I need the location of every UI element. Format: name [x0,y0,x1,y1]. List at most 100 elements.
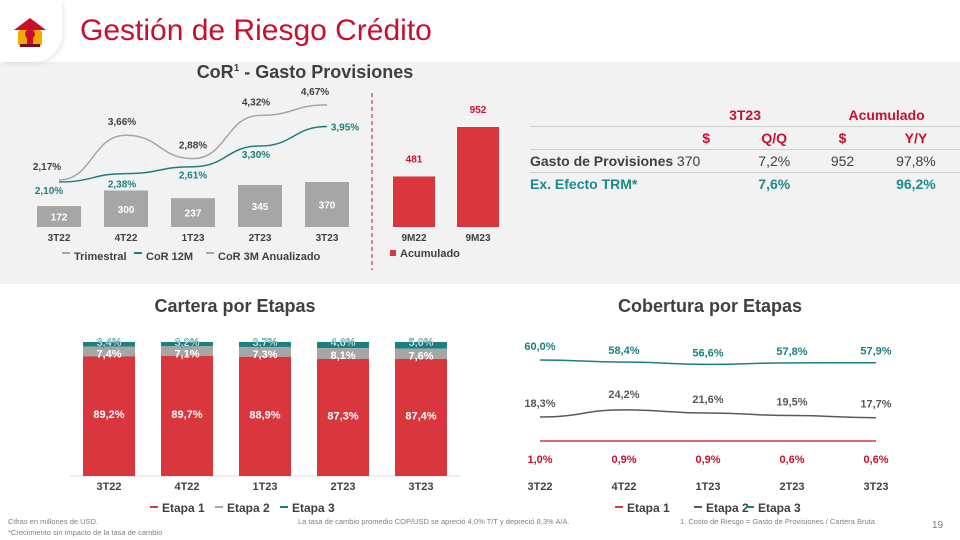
table-cell: 370 [676,153,701,169]
bar-label-etapa-3: 3,2% [174,337,199,349]
line-data-label: 24,2% [608,389,639,401]
line-data-label: 0,6% [863,454,888,466]
cobertura-chart: 1,0% 0,9% 0,9% 0,6% 0,6% 18,3% 24,2% 21,6% 19,5%… [524,341,891,515]
legend-label: Etapa 1 [162,501,205,515]
x-tick-label: 4T22 [611,481,636,493]
line-data-label: 21,6% [692,394,723,406]
line-data-label: 0,6% [779,454,804,466]
legend-label: Trimestral [74,251,127,263]
x-tick-label: 4T22 [174,481,199,493]
bar-label-etapa-1: 87,4% [405,410,436,422]
x-tick-label: 3T23 [863,481,888,493]
bar-label-etapa-3: 4,6% [330,337,355,349]
legend-label: Acumulado [400,248,460,260]
x-tick-label: 9M23 [465,233,490,244]
bar-acumulado [457,127,499,227]
bar-label-etapa-3: 3,4% [96,337,121,349]
table-cell: 96,2% [896,176,936,192]
bar-etapa-3 [239,342,291,347]
footer-note-growth: *Crecimiento sin impacto de la tasa de c… [8,528,163,537]
table-cell: 97,8% [896,153,936,169]
line-data-label: 58,4% [608,345,639,357]
cor-chart: 172 3T22 300 4T22 237 1T23 345 2T23 370 3T23 2,17%… [33,87,499,270]
x-tick-label: 2T23 [330,481,355,493]
line-data-label: 60,0% [524,341,555,353]
bar-value-label: 952 [470,105,487,116]
cartera-chart-title: Cartera por Etapas [154,296,316,316]
bar-etapa-2 [395,348,447,359]
bar-etapa-3 [83,342,135,347]
table-sub-header: $ [838,130,847,146]
x-tick-label: 3T23 [408,481,433,493]
legend-label: Etapa 2 [227,501,270,515]
bar-value-label: 370 [319,201,336,212]
line-data-label: 3,66% [108,117,136,128]
bar-etapa-1 [239,356,291,476]
legend-swatch [62,252,70,254]
line-cor-12m [58,125,328,183]
table-sub-header: Q/Q [761,130,788,146]
bar-etapa-3 [317,342,369,349]
footer-note-cor: 1. Costo de Riesgo = Gasto de Provisione… [680,517,875,526]
bar-trimestral [171,198,215,227]
x-tick-label: 2T23 [779,481,804,493]
logo [0,0,62,62]
line-data-label: 19,5% [776,397,807,409]
table-cell: 7,2% [758,153,791,169]
legend-label: Etapa 1 [627,501,670,515]
x-tick-label: 1T23 [695,481,720,493]
bar-etapa-2 [317,348,369,360]
bar-label-etapa-1: 87,3% [327,411,358,423]
legend-label: CoR 12M [146,251,193,263]
legend-swatch [746,506,754,508]
bar-label-etapa-2: 7,6% [408,351,433,363]
table-cell: 952 [830,153,855,169]
line-data-label: 56,6% [692,347,723,359]
cobertura-chart-title: Cobertura por Etapas [617,296,803,316]
bar-etapa-2 [83,346,135,357]
table-row-label: Gasto de Provisiones [530,153,674,169]
bar-etapa-2 [161,346,213,356]
x-tick-label: 3T22 [48,233,71,244]
cor-chart-title: CoR1 - Gasto Provisiones [196,62,414,82]
x-tick-label: 1T23 [252,481,277,493]
table-cell [677,173,735,196]
x-tick-label: 3T22 [96,481,121,493]
line-data-label: 17,7% [860,399,891,411]
table-cell [813,173,872,196]
bar-etapa-3 [161,342,213,347]
legend-swatch [615,506,623,508]
x-tick-label: 3T22 [527,481,552,493]
line-data-label: 2,17% [33,162,61,173]
page-title: Gestión de Riesgo Crédito [80,14,432,47]
x-tick-label: 9M22 [401,233,426,244]
legend-label: Etapa 2 [706,501,749,515]
bar-trimestral [104,190,148,227]
bar-label-etapa-2: 7,1% [174,348,199,360]
bar-etapa-1 [317,359,369,476]
bar-label-etapa-2: 7,4% [96,349,121,361]
bar-label-etapa-3: 5,0% [408,337,433,349]
bar-label-etapa-2: 7,3% [252,349,277,361]
bar-etapa-1 [83,356,135,476]
line-data-label: 57,9% [860,346,891,358]
line-data-label: 4,32% [242,97,270,108]
line-data-label: 18,3% [524,398,555,410]
bar-trimestral [305,182,349,227]
bar-value-label: 345 [252,202,269,213]
bar-acumulado [393,176,435,227]
line-etapa-2 [539,409,877,419]
bar-label-etapa-1: 89,7% [171,409,202,421]
bar-value-label: 237 [185,209,202,220]
table-group-acumulado: Acumulado [848,107,925,123]
legend-swatch [134,252,142,254]
legend-swatch [390,250,396,256]
footer-note-fx: La tasa de cambio promedio COP/USD se ap… [298,517,570,526]
line-cor-3m [58,104,328,181]
table-cell: 7,6% [758,176,791,192]
line-data-label: 2,10% [35,186,63,197]
bar-label-etapa-1: 89,2% [93,409,124,421]
line-data-label: 2,88% [179,141,207,152]
line-etapa-3 [539,359,877,366]
legend-swatch [694,506,702,508]
